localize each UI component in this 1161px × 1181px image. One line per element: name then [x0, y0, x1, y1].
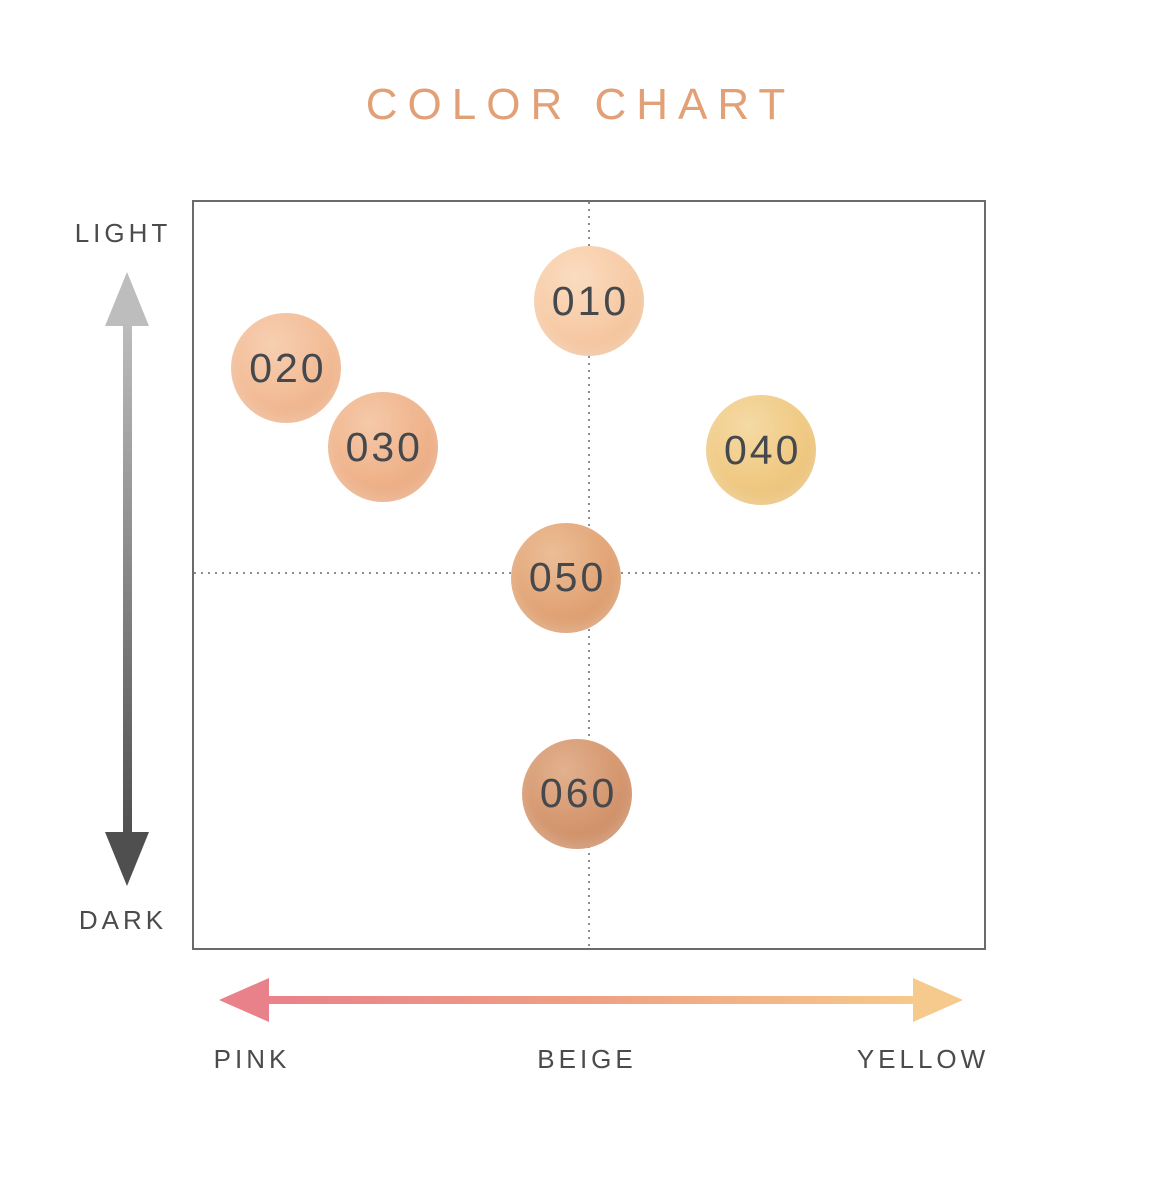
- shade-label: 010: [551, 277, 630, 324]
- hue-arrow-right-icon: [913, 978, 963, 1022]
- shade-label: 050: [528, 554, 607, 601]
- hue-arrow-left-icon: [219, 978, 269, 1022]
- shade-circle-050: 050: [511, 522, 622, 633]
- axis-label-light: LIGHT: [74, 218, 172, 248]
- lightness-arrow-down-icon: [105, 832, 149, 886]
- axis-label-beige: BEIGE: [537, 1044, 637, 1074]
- axis-label-pink: PINK: [213, 1044, 291, 1074]
- shade-circle-060: 060: [522, 738, 633, 849]
- shade-circle-040: 040: [706, 395, 817, 506]
- hue-arrow-shaft: [266, 996, 914, 1004]
- shade-circle-010: 010: [534, 246, 644, 357]
- shade-label: 060: [539, 770, 618, 817]
- shade-label: 040: [724, 426, 802, 473]
- lightness-arrow-up-icon: [105, 272, 149, 326]
- shade-label: 020: [249, 344, 327, 391]
- shade-label: 030: [345, 423, 423, 470]
- lightness-arrow-shaft: [123, 322, 132, 836]
- shade-circle-020: 020: [231, 313, 342, 424]
- shade-circle-030: 030: [327, 392, 438, 503]
- axis-label-dark: DARK: [78, 905, 168, 935]
- axis-label-yellow: YELLOW: [856, 1044, 990, 1074]
- chart-title: COLOR CHART: [365, 80, 796, 129]
- chart-plot-area: 010 020 030 040 050 060: [192, 200, 986, 950]
